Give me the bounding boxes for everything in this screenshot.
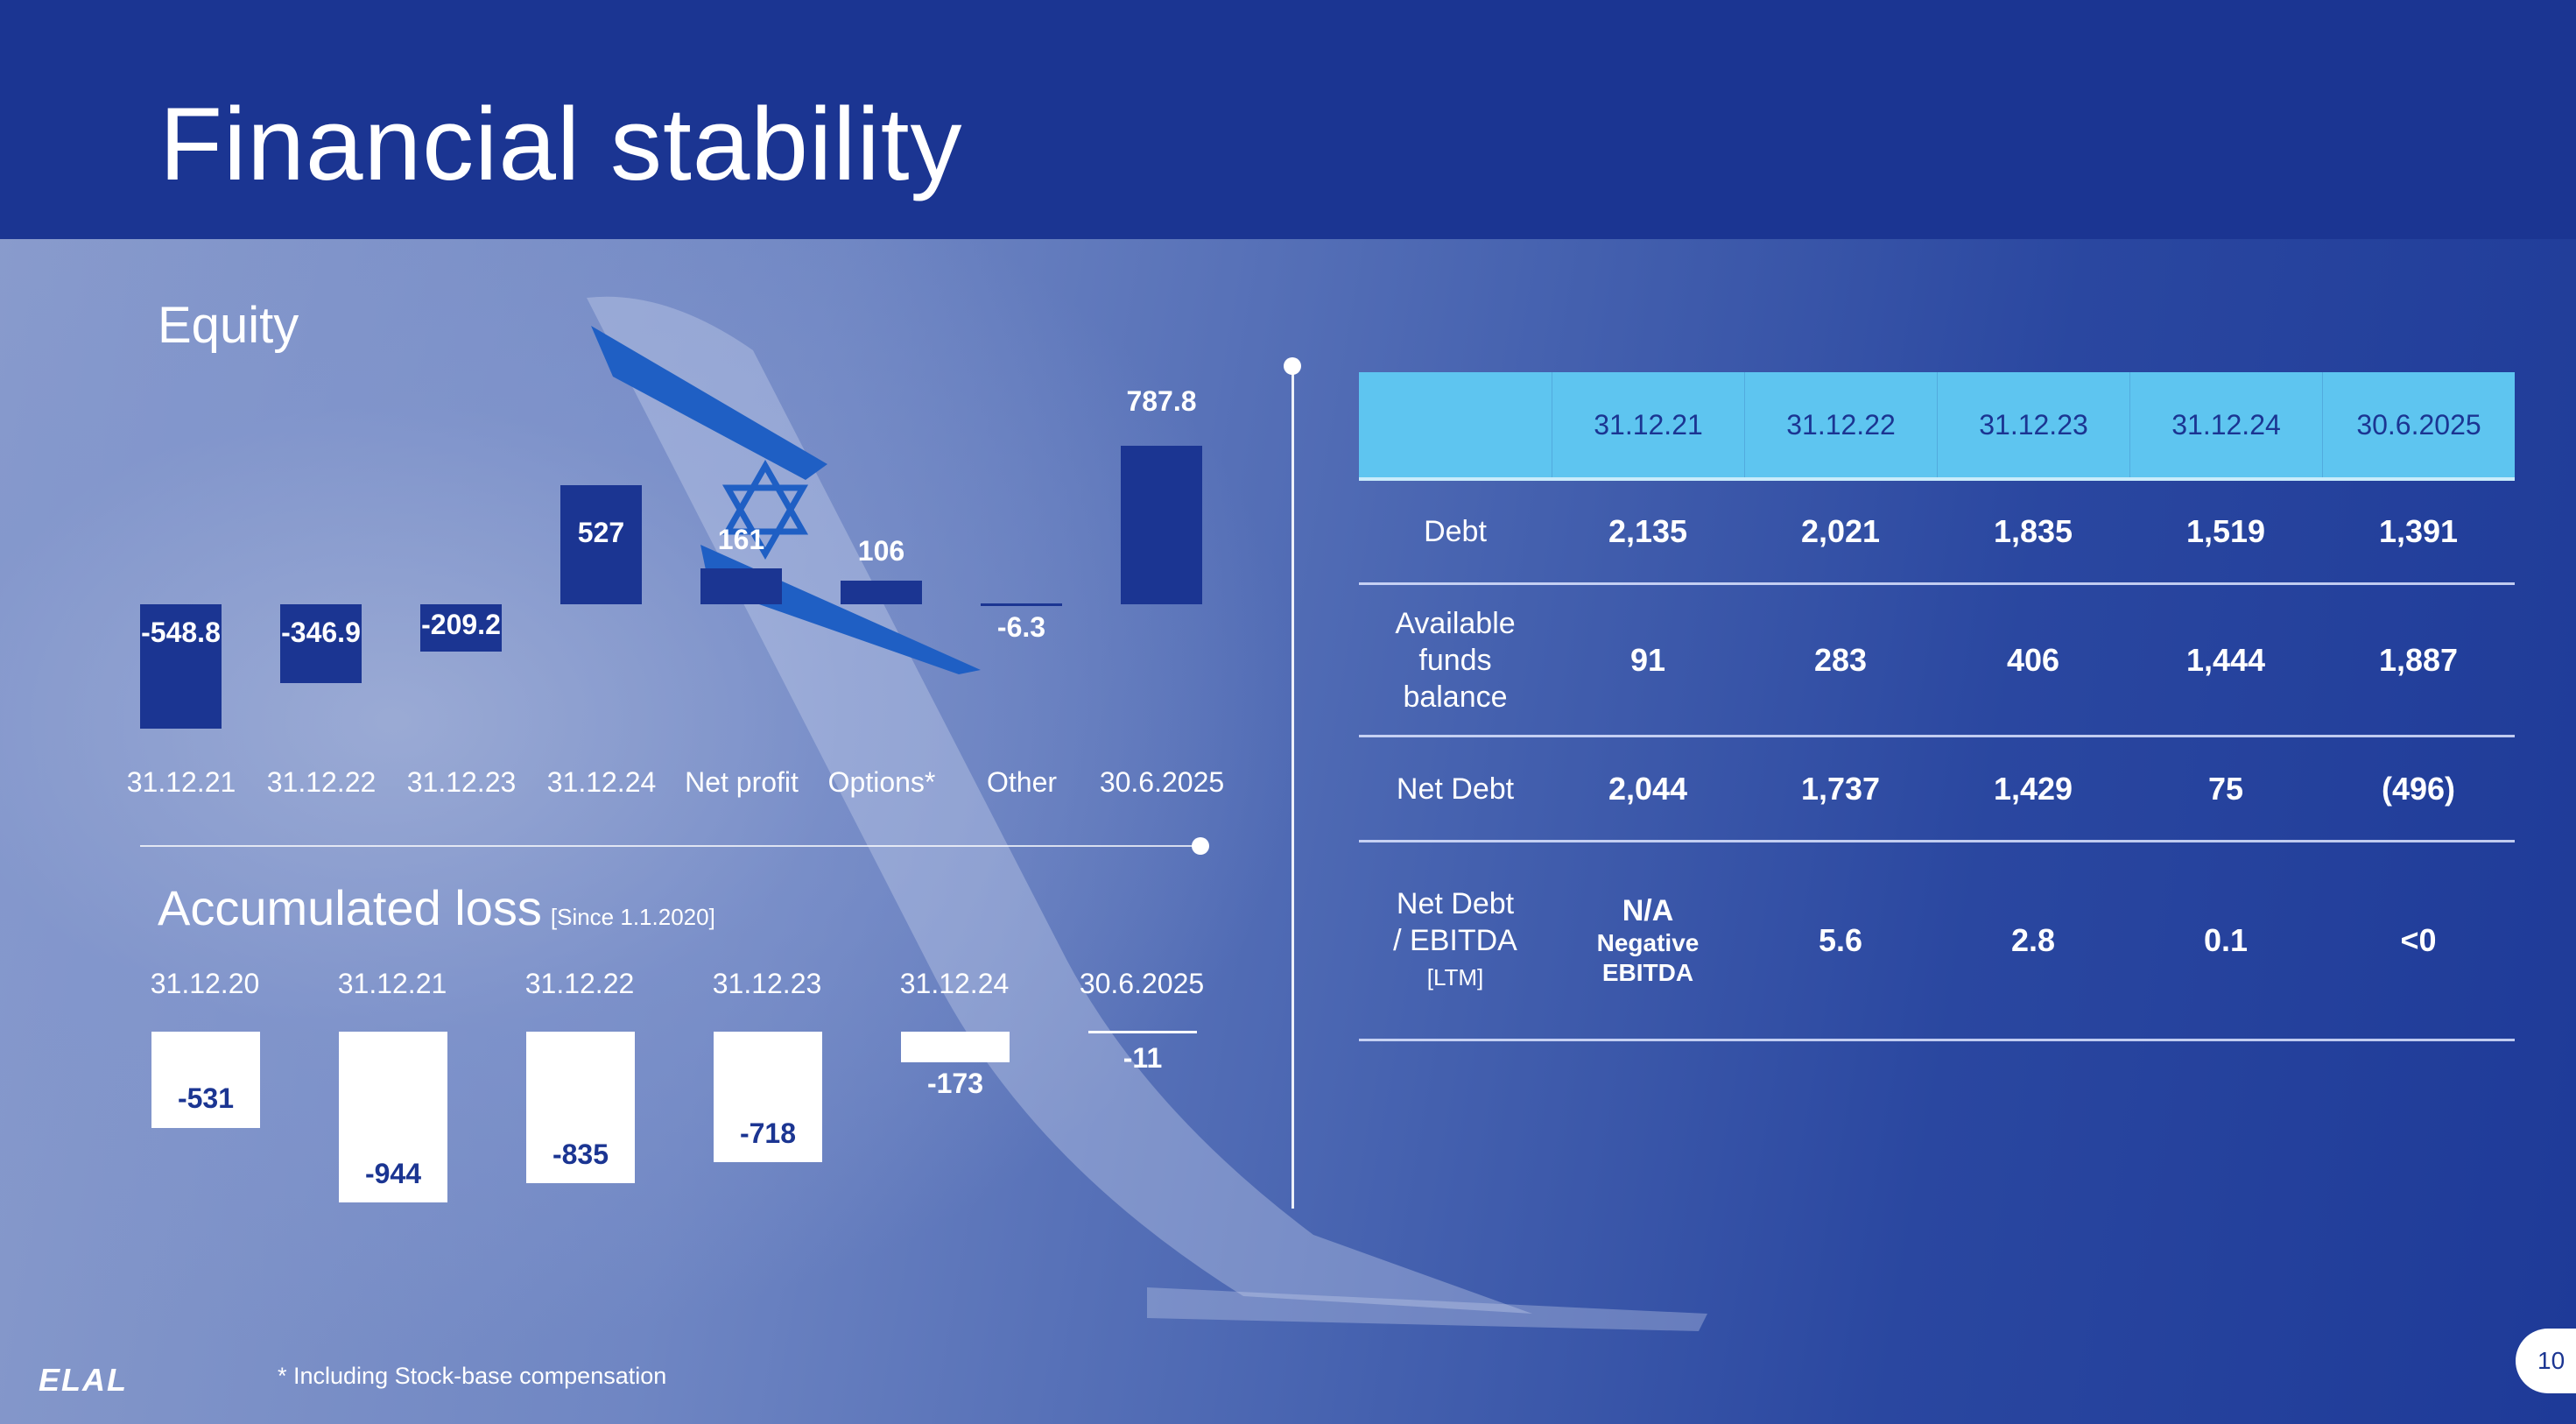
- table-cell: 1,887: [2378, 641, 2459, 678]
- equity-bar-options: [841, 581, 922, 604]
- equity-axis-label: Net profit: [685, 766, 799, 798]
- equity-value-label: -548.8: [141, 617, 221, 648]
- row-label: Net Debt / EBITDA [LTM]: [1359, 842, 1552, 1039]
- equity-axis-label: Options*: [827, 766, 936, 798]
- table-header-cell: 31.12.23: [1937, 372, 2129, 477]
- acc-value-label: -531: [177, 1082, 235, 1114]
- table-cell: (496): [2381, 770, 2456, 807]
- equity-bar-31-12-23: [420, 604, 502, 652]
- accumulated-loss-heading: Accumulated loss: [158, 880, 542, 935]
- acc-axis-label: 31.12.20: [150, 968, 260, 999]
- row-label: Net Debt: [1396, 772, 1515, 806]
- equity-bar-net-profit: [700, 568, 782, 604]
- acc-bar-30-6-2025: [1088, 1031, 1197, 1033]
- page-number: 10: [2516, 1329, 2576, 1393]
- equity-bar-30-6-2025: [1121, 446, 1202, 604]
- table-header-cell: [1359, 372, 1552, 477]
- equity-value-label: 161: [717, 524, 765, 555]
- table-cell: 91: [1629, 641, 1666, 678]
- equity-bar-31-12-22: [280, 604, 362, 683]
- acc-axis-label: 31.12.21: [337, 968, 447, 999]
- acc-value-label: -173: [926, 1068, 984, 1099]
- acc-value-label: -718: [739, 1117, 797, 1149]
- debt-table: 31.12.21 31.12.22 31.12.23 31.12.24 30.6…: [1359, 372, 2515, 1041]
- table-cell: 1,835: [1993, 513, 2073, 549]
- equity-value-label: 787.8: [1126, 385, 1197, 417]
- table-row-debt: Debt 2,135 2,021 1,835 1,519 1,391: [1359, 481, 2515, 585]
- na-value: N/A: [1622, 893, 1674, 927]
- table-header-cell: 31.12.22: [1744, 372, 1937, 477]
- accumulated-loss-title: Accumulated loss [Since 1.1.2020]: [158, 879, 715, 936]
- acc-bar-31-12-24: [901, 1032, 1010, 1062]
- na-note: Negative: [1596, 928, 1700, 956]
- elal-logo: ELAL: [39, 1362, 128, 1398]
- equity-value-label: -6.3: [996, 611, 1046, 643]
- table-cell: 2.8: [2010, 922, 2056, 958]
- table-header-cell: 31.12.21: [1552, 372, 1744, 477]
- table-cell: <0: [2400, 922, 2437, 958]
- acc-value-label: -944: [364, 1158, 422, 1189]
- table-row-net-debt: Net Debt 2,044 1,737 1,429 75 (496): [1359, 737, 2515, 842]
- table-cell: 5.6: [1818, 922, 1863, 958]
- table-cell: 1,444: [2185, 641, 2266, 678]
- row-label-line: / EBITDA: [1393, 924, 1517, 957]
- page-title: Financial stability: [159, 87, 963, 202]
- header-band: Financial stability: [0, 0, 2576, 239]
- na-note: EBITDA: [1601, 958, 1694, 986]
- table-cell: 0.1: [2203, 922, 2249, 958]
- table-cell: 2,021: [1800, 513, 1881, 549]
- table-cell-na: N/A Negative EBITDA: [1552, 842, 1744, 1039]
- equity-title: Equity: [158, 297, 299, 354]
- row-label-line: Net Debt: [1396, 887, 1515, 920]
- table-cell: 283: [1813, 641, 1868, 678]
- table-cell: 1,737: [1800, 770, 1881, 807]
- equity-axis-label: 31.12.21: [126, 766, 236, 798]
- acc-axis-label: 31.12.24: [899, 968, 1010, 999]
- equity-bar-31-12-24: [560, 485, 642, 604]
- table-row-net-debt-ebitda: Net Debt / EBITDA [LTM] N/A Negative EBI…: [1359, 842, 2515, 1041]
- acc-axis-label: 31.12.22: [524, 968, 635, 999]
- table-cell: 2,135: [1608, 513, 1688, 549]
- row-label-line: funds: [1418, 643, 1492, 677]
- equity-bar-other: [981, 603, 1062, 606]
- table-header-row: 31.12.21 31.12.22 31.12.23 31.12.24 30.6…: [1359, 372, 2515, 481]
- equity-axis-label: 30.6.2025: [1099, 766, 1225, 798]
- section-divider: [140, 845, 1201, 847]
- row-label: Debt: [1424, 515, 1487, 548]
- vertical-divider: [1292, 366, 1294, 1209]
- table-cell: 1,391: [2378, 513, 2459, 549]
- table-row-available-funds: Available funds balance 91 283 406 1,444…: [1359, 585, 2515, 737]
- equity-axis-label: 31.12.23: [406, 766, 517, 798]
- acc-bar-31-12-21: [339, 1032, 447, 1202]
- table-cell: 406: [2006, 641, 2060, 678]
- equity-value-label: -346.9: [281, 617, 361, 648]
- acc-axis-label: 31.12.23: [712, 968, 822, 999]
- footnote: * Including Stock-base compensation: [278, 1363, 667, 1389]
- equity-bar-31-12-21: [140, 604, 222, 729]
- equity-axis-label: Other: [986, 766, 1058, 798]
- acc-bar-31-12-20: [151, 1032, 260, 1128]
- divider-dot: [1192, 837, 1209, 855]
- row-label: Available funds balance: [1359, 585, 1552, 735]
- row-label-note: [LTM]: [1426, 964, 1484, 990]
- table-header-cell: 31.12.24: [2129, 372, 2322, 477]
- table-cell: 1,429: [1993, 770, 2073, 807]
- acc-value-label: -835: [552, 1138, 609, 1170]
- row-label-line: Available: [1395, 606, 1516, 640]
- acc-bar-31-12-23: [714, 1032, 822, 1162]
- accumulated-loss-subtitle: [Since 1.1.2020]: [550, 904, 715, 930]
- table-cell: 2,044: [1608, 770, 1688, 807]
- acc-bar-31-12-22: [526, 1032, 635, 1183]
- equity-value-label: 106: [857, 535, 905, 567]
- acc-value-label: -11: [1123, 1042, 1163, 1074]
- table-header-cell: 30.6.2025: [2322, 372, 2515, 477]
- equity-axis-label: 31.12.22: [266, 766, 377, 798]
- row-label-line: balance: [1403, 680, 1508, 714]
- equity-value-label: -209.2: [421, 609, 501, 640]
- table-cell: 1,519: [2185, 513, 2266, 549]
- equity-axis-label: 31.12.24: [546, 766, 657, 798]
- equity-value-label: 527: [577, 517, 625, 548]
- table-cell: 75: [2207, 770, 2244, 807]
- acc-axis-label: 30.6.2025: [1079, 968, 1205, 999]
